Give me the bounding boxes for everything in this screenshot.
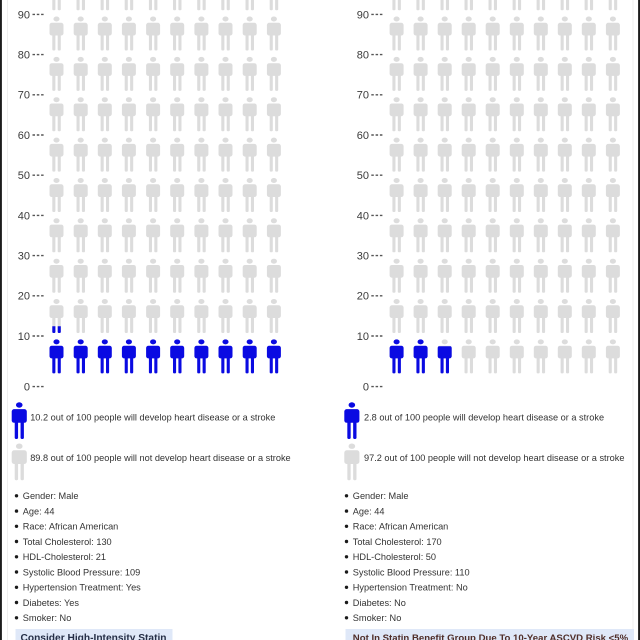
svg-text:90: 90 — [18, 9, 30, 21]
svg-text:89.8 out of 100 people will no: 89.8 out of 100 people will not develop … — [30, 453, 291, 463]
svg-text:50: 50 — [357, 170, 369, 182]
svg-text:90: 90 — [357, 9, 369, 21]
svg-text:40: 40 — [18, 210, 30, 222]
svg-text:60: 60 — [18, 130, 30, 142]
svg-text:Diabetes: Yes: Diabetes: Yes — [23, 598, 80, 608]
svg-text:Age: 44: Age: 44 — [353, 506, 385, 516]
svg-text:Gender: Male: Gender: Male — [23, 491, 79, 501]
svg-text:60: 60 — [357, 130, 369, 142]
svg-text:10: 10 — [357, 331, 369, 343]
svg-text:50: 50 — [18, 170, 30, 182]
svg-text:0: 0 — [24, 382, 30, 394]
svg-text:Smoker: No: Smoker: No — [23, 613, 72, 623]
svg-text:Diabetes: No: Diabetes: No — [353, 598, 406, 608]
svg-text:HDL-Cholesterol: 50: HDL-Cholesterol: 50 — [353, 552, 436, 562]
svg-text:2.8 out of 100 people will dev: 2.8 out of 100 people will develop heart… — [364, 413, 604, 423]
svg-text:10.2 out of 100 people will de: 10.2 out of 100 people will develop hear… — [30, 413, 275, 423]
svg-text:30: 30 — [357, 251, 369, 263]
svg-text:80: 80 — [357, 50, 369, 62]
svg-text:70: 70 — [18, 90, 30, 102]
svg-text:Race: African American: Race: African American — [353, 522, 449, 532]
svg-text:Age: 44: Age: 44 — [23, 506, 55, 516]
svg-text:Not In Statin Benefit Group Du: Not In Statin Benefit Group Due To 10-Ye… — [353, 633, 629, 640]
svg-text:Smoker: No: Smoker: No — [353, 613, 402, 623]
svg-text:97.2 out of 100 people will no: 97.2 out of 100 people will not develop … — [364, 453, 625, 463]
svg-text:Hypertension Treatment: No: Hypertension Treatment: No — [353, 583, 468, 593]
svg-text:Total Cholesterol: 170: Total Cholesterol: 170 — [353, 537, 442, 547]
svg-text:30: 30 — [18, 251, 30, 263]
svg-text:80: 80 — [18, 50, 30, 62]
svg-text:40: 40 — [357, 210, 369, 222]
svg-text:Total Cholesterol: 130: Total Cholesterol: 130 — [23, 537, 112, 547]
svg-text:Consider High-Intensity Statin: Consider High-Intensity Statin — [21, 633, 167, 640]
svg-text:20: 20 — [357, 291, 369, 303]
svg-text:20: 20 — [18, 291, 30, 303]
svg-text:Race: African American: Race: African American — [23, 522, 119, 532]
svg-text:Systolic Blood Pressure: 110: Systolic Blood Pressure: 110 — [353, 567, 470, 577]
svg-text:Systolic Blood Pressure: 109: Systolic Blood Pressure: 109 — [23, 567, 140, 577]
svg-text:10: 10 — [18, 331, 30, 343]
svg-text:Gender: Male: Gender: Male — [353, 491, 409, 501]
svg-text:Hypertension Treatment: Yes: Hypertension Treatment: Yes — [23, 583, 141, 593]
svg-text:0: 0 — [363, 382, 369, 394]
svg-text:HDL-Cholesterol: 21: HDL-Cholesterol: 21 — [23, 552, 106, 562]
svg-text:70: 70 — [357, 90, 369, 102]
